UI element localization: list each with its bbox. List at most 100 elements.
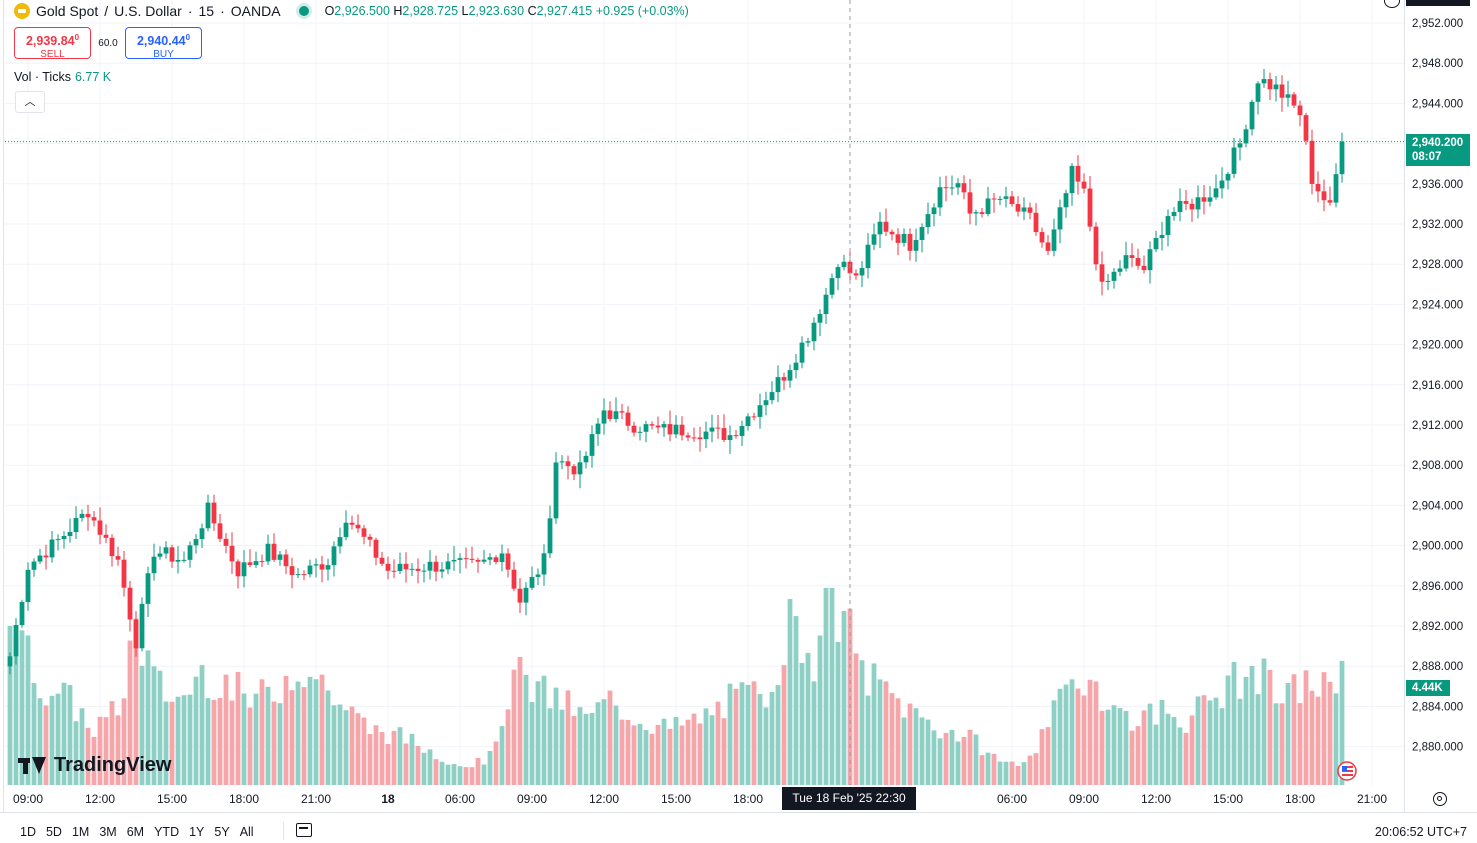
last-price-badge: 2,940.200 08:07 [1406, 134, 1470, 166]
candle-body [469, 558, 475, 560]
sell-button[interactable]: 2,939.840 SELL [14, 27, 91, 60]
volume-bar [829, 588, 835, 785]
candle-body [1339, 141, 1345, 175]
candle-body [1225, 173, 1231, 181]
volume-bar [775, 685, 781, 785]
volume-bar [1015, 765, 1021, 785]
volume-bar [103, 717, 109, 785]
candle-body [667, 424, 673, 435]
candle-body [1129, 255, 1135, 258]
volume-bar [115, 715, 121, 785]
range-6m[interactable]: 6M [126, 825, 145, 839]
range-1m[interactable]: 1M [71, 825, 90, 839]
settings-icon[interactable] [1433, 792, 1447, 806]
volume-bar [1111, 705, 1117, 785]
volume-bar [721, 718, 727, 785]
x-tick-label: 06:00 [445, 792, 475, 806]
volume-bar [1141, 710, 1147, 785]
volume-legend[interactable]: Vol · Ticks 6.77 K [14, 70, 111, 84]
volume-bar [163, 701, 169, 785]
volume-bar [1321, 672, 1327, 785]
collapse-legend-button[interactable]: ︿ [15, 91, 45, 113]
x-tick-label: 18:00 [1285, 792, 1315, 806]
candle-body [1243, 129, 1249, 144]
range-1d[interactable]: 1D [20, 825, 36, 839]
volume-bar [1027, 755, 1033, 785]
volume-bar [769, 692, 775, 785]
volume-bar [967, 729, 973, 785]
candle-body [517, 588, 523, 603]
buy-button[interactable]: 2,940.440 BUY [125, 27, 202, 60]
volume-bar [421, 752, 427, 785]
range-ytd[interactable]: YTD [154, 825, 180, 839]
volume-bar [1261, 658, 1267, 785]
volume-bar [181, 695, 187, 785]
candle-body [1249, 101, 1255, 130]
calendar-icon[interactable] [296, 823, 312, 837]
candle-body [463, 558, 469, 560]
candle-body [337, 537, 343, 547]
volume-bar [1123, 711, 1129, 785]
range-1y[interactable]: 1Y [189, 825, 205, 839]
candle-body [61, 535, 67, 540]
volume-bar [1327, 681, 1333, 785]
volume-bar [709, 715, 715, 785]
candle-body [895, 234, 901, 243]
candle-body [499, 553, 505, 563]
candle-body [109, 537, 115, 557]
candle-body [103, 534, 109, 538]
volume-bar [1009, 761, 1015, 785]
volume-bar [1045, 727, 1051, 785]
range-all[interactable]: All [239, 825, 254, 839]
range-3m[interactable]: 3M [99, 825, 117, 839]
volume-bar [499, 726, 505, 785]
candle-body [433, 561, 439, 572]
candle-body [505, 553, 511, 570]
candle-body [643, 424, 649, 432]
candle-body [175, 559, 181, 562]
volume-bar [1297, 703, 1303, 785]
range-5y[interactable]: 5Y [214, 825, 230, 839]
volume-bar [679, 725, 685, 785]
volume-bar [259, 679, 265, 785]
candle-body [1069, 165, 1075, 194]
volume-bar [1249, 665, 1255, 785]
y-tick-label: 2,944.000 [1412, 98, 1463, 110]
volume-bar [943, 732, 949, 785]
flag-icon[interactable] [1331, 760, 1363, 782]
range-5d[interactable]: 5D [45, 825, 62, 839]
candle-body [253, 561, 259, 566]
tradingview-logo[interactable]: TradingView [18, 754, 171, 777]
symbol-name[interactable]: Gold Spot [36, 3, 99, 19]
candle-body [919, 227, 925, 240]
volume-bar [523, 674, 529, 785]
broker[interactable]: OANDA [230, 3, 281, 19]
volume-bar [31, 683, 37, 785]
candle-body [421, 570, 427, 572]
candle-body [937, 187, 943, 208]
interval[interactable]: 15 [198, 3, 215, 19]
candle-body [679, 424, 685, 436]
candle-body [1231, 147, 1237, 174]
x-tick-label: 18 [381, 792, 395, 806]
volume-bar [787, 599, 793, 785]
clock-readout[interactable]: 20:06:52 UTC+7 [1374, 825, 1467, 839]
candle-body [799, 342, 805, 363]
volume-bar [319, 674, 325, 785]
candle-body [883, 221, 889, 232]
volume-bar [19, 630, 25, 785]
gold-symbol-icon [14, 3, 30, 19]
candle-body [85, 513, 91, 518]
candle-body [1045, 242, 1051, 251]
candle-body [1141, 265, 1147, 271]
volume-bar [193, 676, 199, 785]
volume-bar [625, 719, 631, 785]
symbol-quote[interactable]: U.S. Dollar [114, 3, 182, 19]
candle-body [319, 564, 325, 570]
volume-bar [643, 730, 649, 785]
candle-body [1219, 180, 1225, 189]
volume-bar [637, 723, 643, 785]
crosshair-time-label: Tue 18 Feb '25 22:30 [782, 787, 916, 810]
candle-body [577, 462, 583, 475]
